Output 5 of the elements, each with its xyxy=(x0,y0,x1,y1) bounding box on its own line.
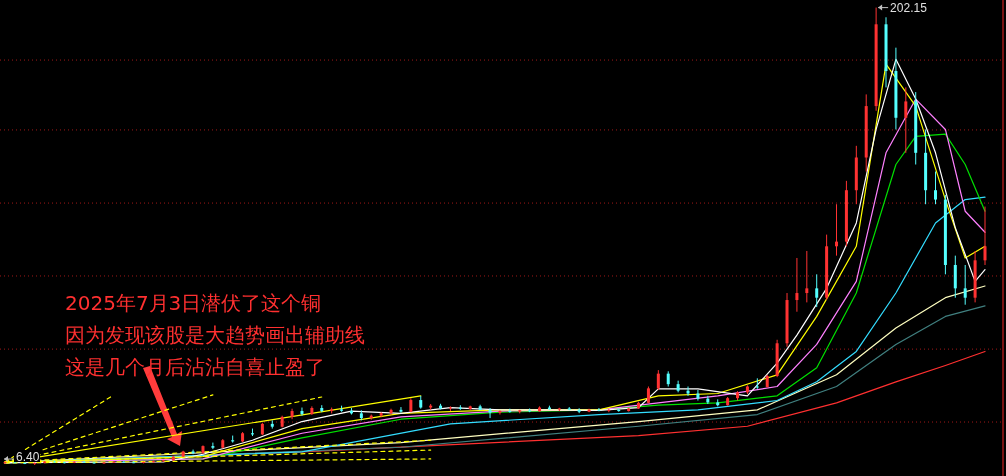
annotation: 202.15 xyxy=(890,0,928,15)
annotation: 6.40 xyxy=(16,450,40,465)
annotation: 这是几个月后沾沾自喜止盈了 xyxy=(65,355,325,379)
annotation: 2025年7月3日潜伏了这个铜 xyxy=(65,291,322,315)
annotation: 因为发现该股是大趋势画出辅助线 xyxy=(65,323,365,347)
